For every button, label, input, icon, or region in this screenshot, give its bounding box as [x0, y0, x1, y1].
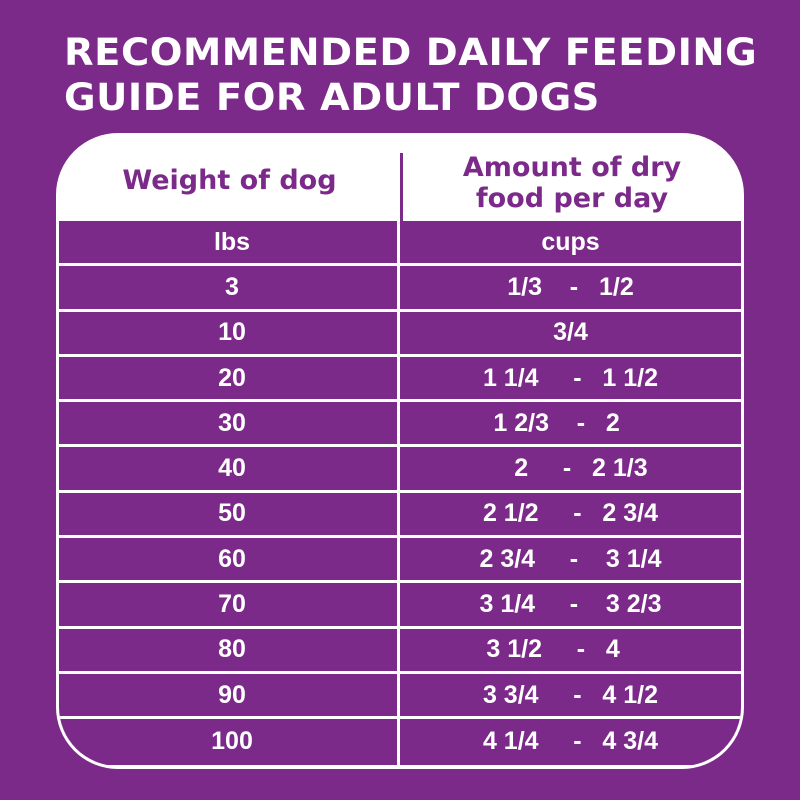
header-amount-line-1: Amount of dry: [462, 151, 682, 183]
weight-cell: 60: [59, 538, 400, 581]
table-row: 20 1 1/4 - 1 1/2: [59, 356, 741, 403]
title-line-2: GUIDE FOR ADULT DOGS: [64, 76, 600, 119]
weight-cell: 10: [59, 311, 400, 354]
table-row: 90 3 3/4 - 4 1/2: [59, 673, 741, 720]
amount-value: 3/4: [553, 318, 588, 347]
table-row: 100 4 1/4 - 4 3/4: [59, 719, 741, 765]
table-row: 50 2 1/2 - 2 3/4: [59, 492, 741, 539]
weight-cell: 20: [59, 356, 400, 400]
weight-cell: 50: [59, 492, 400, 536]
weight-cell: 3: [59, 266, 400, 309]
unit-amount: cups: [541, 227, 600, 256]
units-row: lbs cups: [59, 221, 741, 267]
weight-cell: 80: [59, 628, 400, 671]
amount-cell: 2 1/2 - 2 3/4: [400, 493, 741, 535]
amount-value: 3 1/2 - 4: [486, 635, 655, 664]
weight-cell: 100: [59, 719, 400, 765]
weight-cell: 90: [59, 673, 400, 717]
amount-cell: 3/4: [400, 312, 741, 354]
header-divider: [400, 153, 403, 221]
feeding-guide-table: Weight of dog Amount of dry food per day…: [56, 133, 744, 769]
weight-cell: 30: [59, 402, 400, 445]
amount-value: 2 - 2 1/3: [493, 454, 648, 483]
header-amount-label: Amount of dry food per day: [463, 152, 681, 214]
amount-cell: 4 1/4 - 4 3/4: [400, 719, 741, 764]
table-header: Weight of dog Amount of dry food per day: [59, 136, 741, 221]
amount-cell: 3 1/2 - 4: [400, 629, 741, 671]
amount-value: 1 1/4 - 1 1/2: [482, 363, 659, 392]
unit-weight: lbs: [59, 221, 400, 264]
table-body: lbs cups 3 1/3 - 1/2 10 3/4 20 1 1/4 - 1…: [59, 221, 741, 765]
table-row: 30 1 2/3 - 2: [59, 402, 741, 448]
amount-cell: 2 - 2 1/3: [400, 447, 741, 489]
amount-cell: 1 1/4 - 1 1/2: [400, 357, 741, 399]
amount-value: 2 1/2 - 2 3/4: [482, 499, 659, 528]
amount-cell: 2 3/4 - 3 1/4: [400, 538, 741, 580]
table-row: 80 3 1/2 - 4: [59, 628, 741, 674]
amount-cell: 3 1/4 - 3 2/3: [400, 583, 741, 625]
header-amount-line-2: food per day: [475, 182, 669, 214]
table-row: 70 3 1/4 - 3 2/3: [59, 583, 741, 629]
table-row: 40 2 - 2 1/3: [59, 447, 741, 493]
amount-value: 1/3 - 1/2: [507, 272, 634, 301]
weight-cell: 40: [59, 447, 400, 490]
header-amount-of-dry-food: Amount of dry food per day: [403, 136, 741, 225]
table-row: 60 2 3/4 - 3 1/4: [59, 538, 741, 584]
header-weight-of-dog: Weight of dog: [59, 136, 400, 223]
table-row: 3 1/3 - 1/2: [59, 266, 741, 312]
title-line-1: RECOMMENDED DAILY FEEDING: [64, 31, 758, 74]
amount-value: 1 2/3 - 2: [493, 408, 648, 437]
amount-cell: 1/3 - 1/2: [400, 266, 741, 308]
page-title: RECOMMENDED DAILY FEEDING GUIDE FOR ADUL…: [64, 30, 792, 120]
amount-value: 3 3/4 - 4 1/2: [482, 680, 659, 709]
table-row: 10 3/4: [59, 311, 741, 357]
amount-cell: 1 2/3 - 2: [400, 402, 741, 444]
amount-value: 2 3/4 - 3 1/4: [479, 544, 662, 573]
amount-cell: 3 3/4 - 4 1/2: [400, 674, 741, 716]
header-weight-label: Weight of dog: [122, 165, 337, 196]
amount-value: 4 1/4 - 4 3/4: [482, 727, 659, 756]
weight-cell: 70: [59, 583, 400, 626]
amount-value: 3 1/4 - 3 2/3: [479, 590, 662, 619]
